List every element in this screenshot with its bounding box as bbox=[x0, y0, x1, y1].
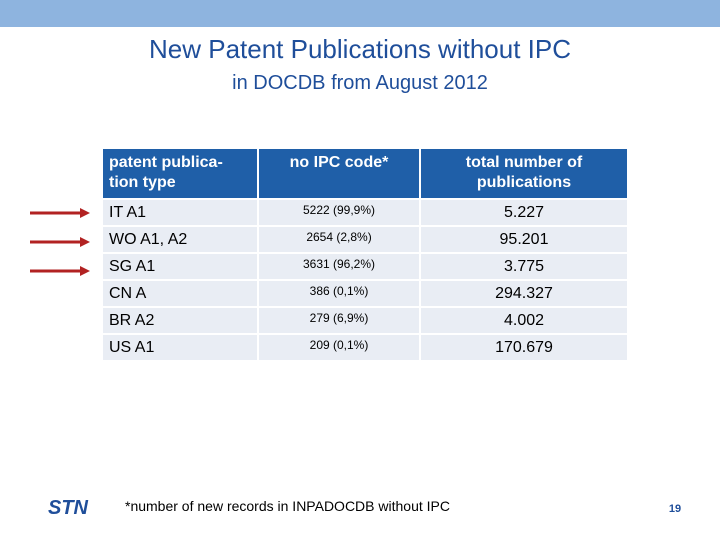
stn-logo: STN bbox=[48, 497, 89, 517]
cell-type: BR A2 bbox=[103, 306, 259, 333]
table-row: US A1 209 (0,1%) 170.679 bbox=[103, 333, 627, 360]
arrow-right-icon bbox=[30, 237, 90, 247]
cell-total: 95.201 bbox=[421, 225, 627, 252]
cell-type: CN A bbox=[103, 279, 259, 306]
table-header-row: patent publica-tion type no IPC code* to… bbox=[103, 149, 627, 198]
table-row: SG A1 3631 (96,2%) 3.775 bbox=[103, 252, 627, 279]
arrow-right-icon bbox=[30, 266, 90, 276]
cell-total: 5.227 bbox=[421, 198, 627, 225]
cell-type: US A1 bbox=[103, 333, 259, 360]
logo-text: STN bbox=[48, 497, 89, 517]
cell-total: 4.002 bbox=[421, 306, 627, 333]
header-no-ipc: no IPC code* bbox=[259, 149, 421, 198]
cell-no-ipc: 209 (0,1%) bbox=[259, 333, 421, 360]
cell-type: IT A1 bbox=[103, 198, 259, 225]
cell-no-ipc: 5222 (99,9%) bbox=[259, 198, 421, 225]
cell-no-ipc: 386 (0,1%) bbox=[259, 279, 421, 306]
page-number: 19 bbox=[668, 503, 682, 515]
cell-total: 294.327 bbox=[421, 279, 627, 306]
cell-type: WO A1, A2 bbox=[103, 225, 259, 252]
slide-title: New Patent Publications without IPC bbox=[149, 34, 571, 64]
cell-no-ipc: 2654 (2,8%) bbox=[259, 225, 421, 252]
slide-subtitle: in DOCDB from August 2012 bbox=[232, 72, 488, 94]
publications-table: patent publica-tion type no IPC code* to… bbox=[103, 149, 627, 360]
cell-no-ipc: 279 (6,9%) bbox=[259, 306, 421, 333]
cell-total: 170.679 bbox=[421, 333, 627, 360]
cell-total: 3.775 bbox=[421, 252, 627, 279]
top-bar bbox=[0, 0, 720, 27]
header-type: patent publica-tion type bbox=[103, 149, 259, 198]
table-row: IT A1 5222 (99,9%) 5.227 bbox=[103, 198, 627, 225]
arrow-right-icon bbox=[30, 208, 90, 218]
cell-type: SG A1 bbox=[103, 252, 259, 279]
table-row: CN A 386 (0,1%) 294.327 bbox=[103, 279, 627, 306]
cell-no-ipc: 3631 (96,2%) bbox=[259, 252, 421, 279]
header-total: total number of publications bbox=[421, 149, 627, 198]
footnote: *number of new records in INPADOCDB with… bbox=[125, 498, 450, 514]
table-row: WO A1, A2 2654 (2,8%) 95.201 bbox=[103, 225, 627, 252]
table-row: BR A2 279 (6,9%) 4.002 bbox=[103, 306, 627, 333]
